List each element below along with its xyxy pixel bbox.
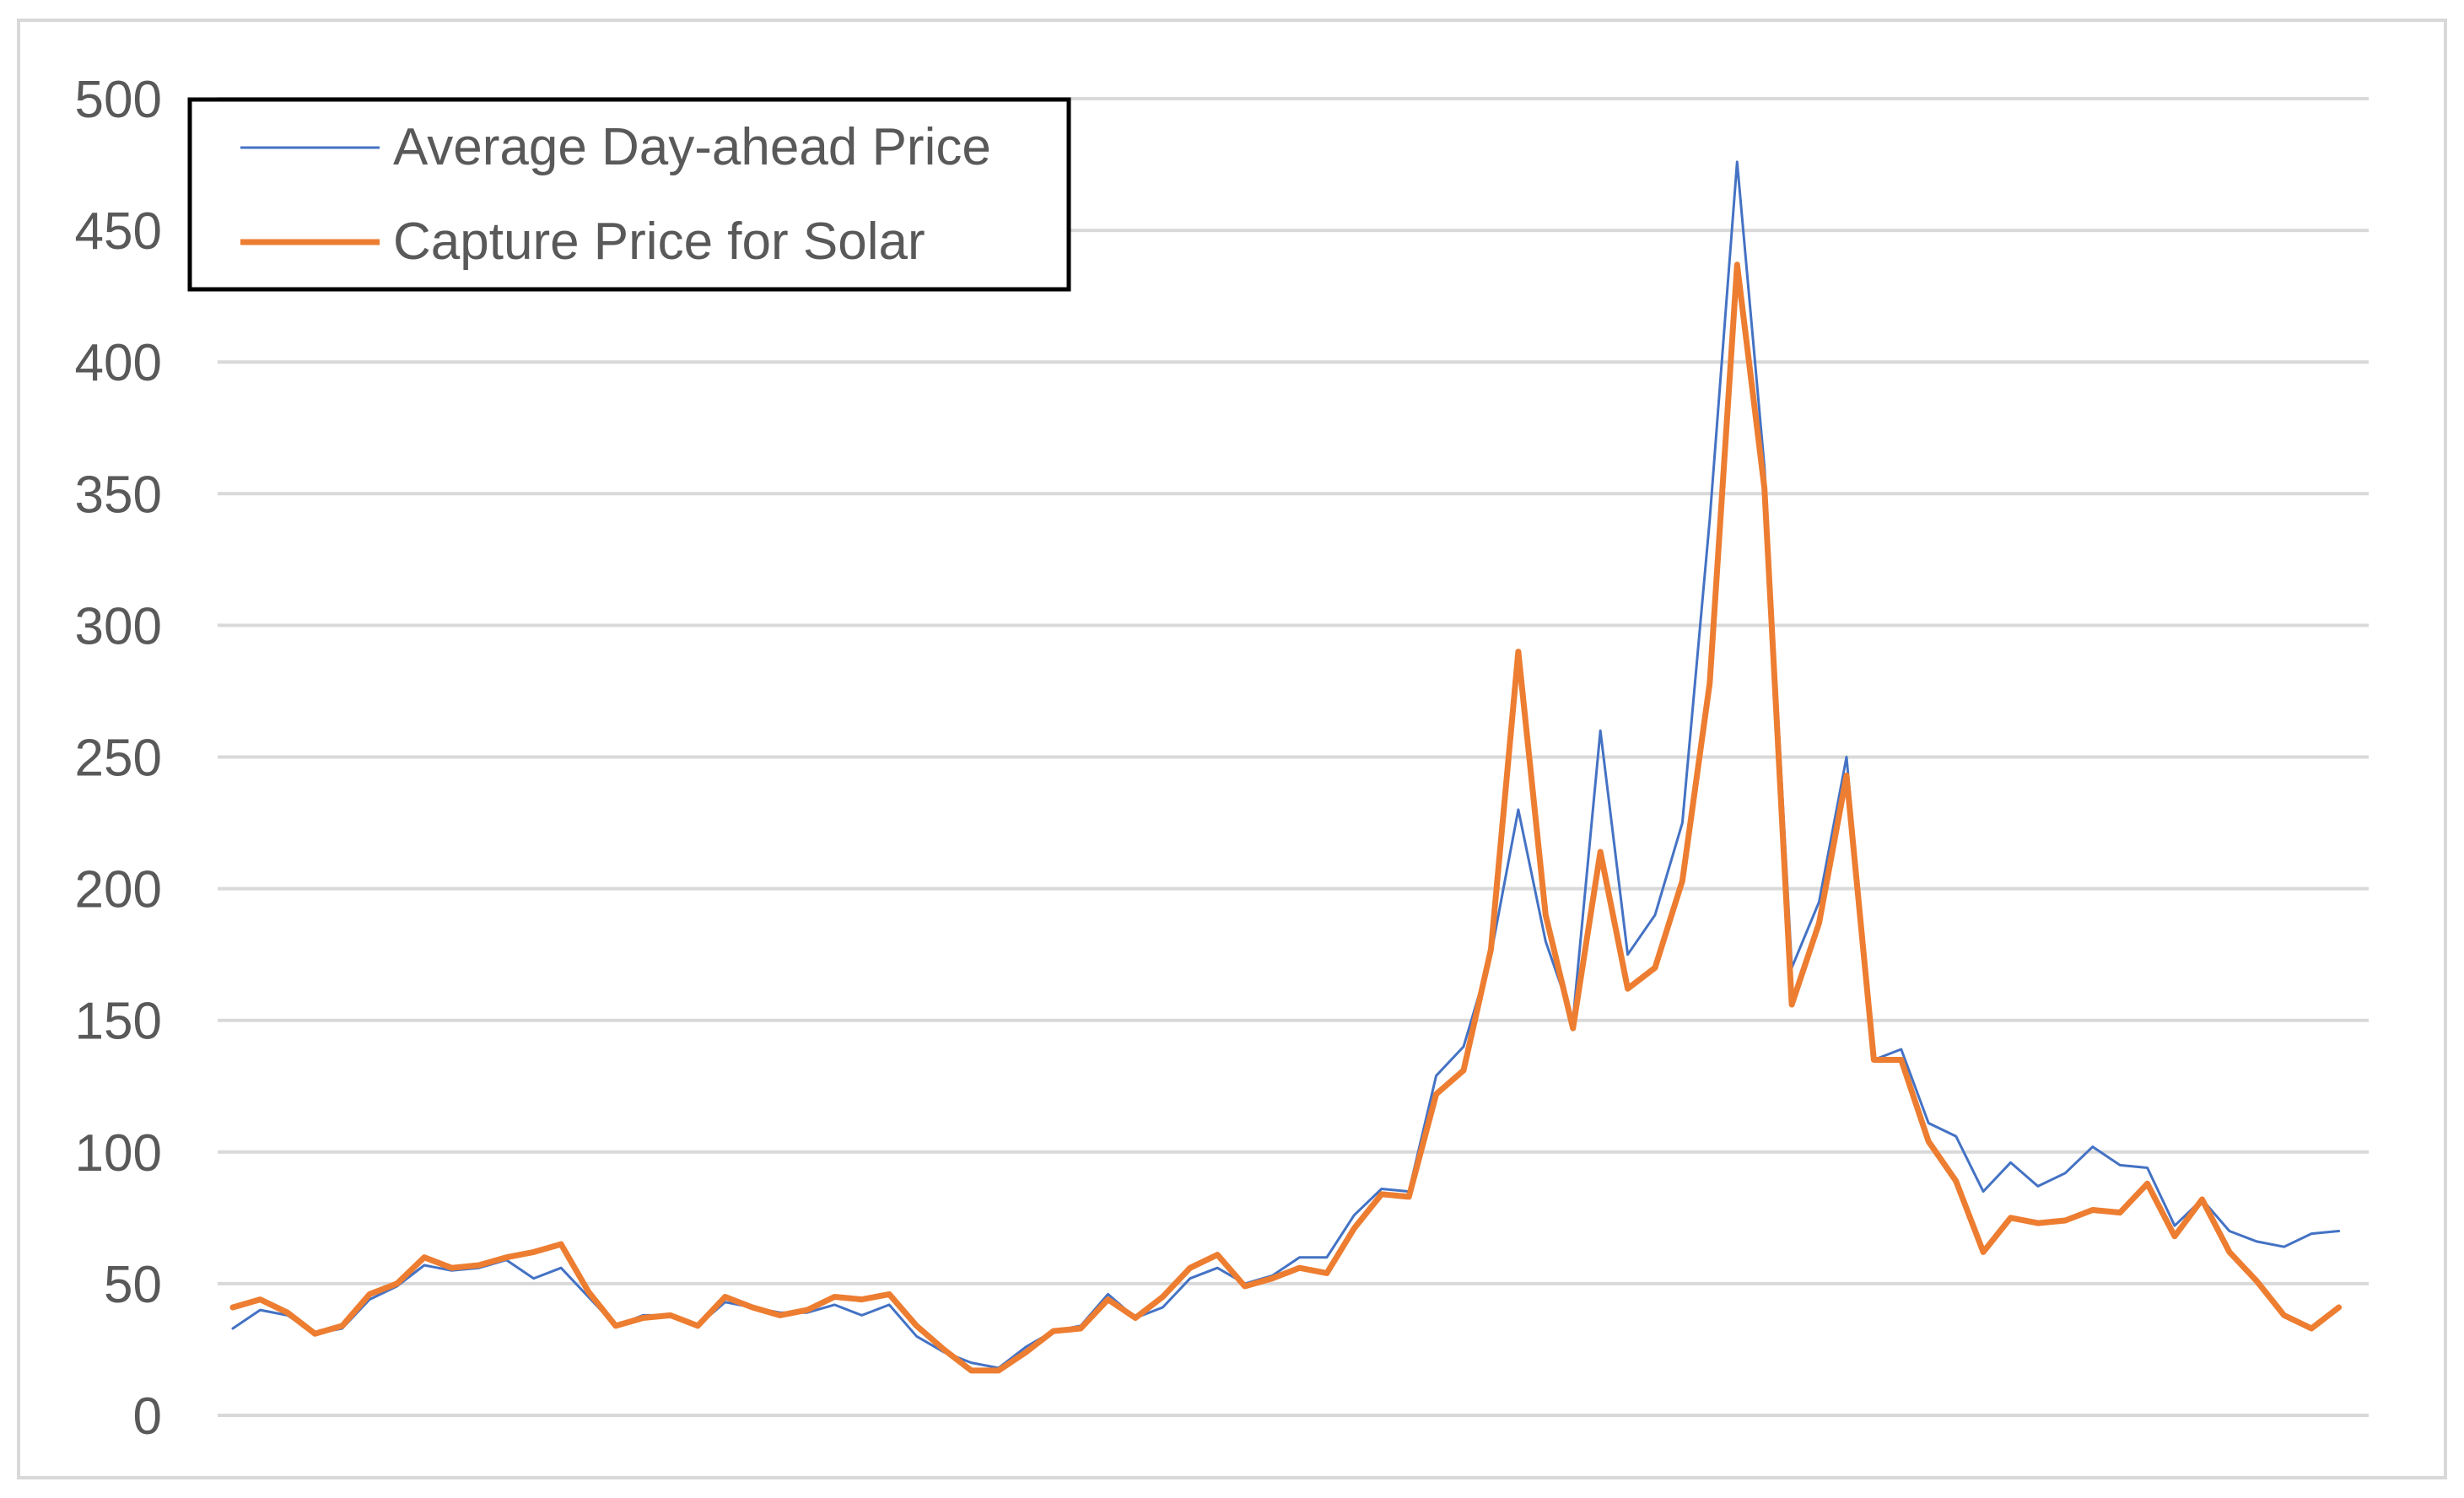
y-tick-label: 350 (75, 466, 162, 524)
y-tick-label: 500 (75, 71, 162, 129)
y-tick-label: 100 (75, 1124, 162, 1183)
y-tick-label: 150 (75, 993, 162, 1051)
y-tick-label: 200 (75, 861, 162, 919)
y-tick-label: 450 (75, 202, 162, 261)
y-tick-label: 250 (75, 730, 162, 788)
legend-box (187, 97, 1071, 292)
series-line-average-day-ahead-price (231, 160, 2341, 1370)
y-tick-label: 300 (75, 597, 162, 655)
y-tick-label: 0 (133, 1388, 162, 1446)
series-lines (229, 160, 2343, 1374)
legend-label-capture-price-for-solar: Capture Price for Solar (393, 213, 925, 271)
legend: Average Day-ahead Price Capture Price fo… (187, 97, 1071, 292)
y-axis-tick-labels: 0 50 100 150 200 250 300 350 400 450 500 (75, 71, 162, 1446)
legend-label-average-day-ahead-price: Average Day-ahead Price (393, 118, 991, 176)
series-line-capture-price-for-solar (229, 261, 2343, 1374)
y-tick-label: 50 (104, 1256, 162, 1314)
y-tick-label: 400 (75, 334, 162, 392)
